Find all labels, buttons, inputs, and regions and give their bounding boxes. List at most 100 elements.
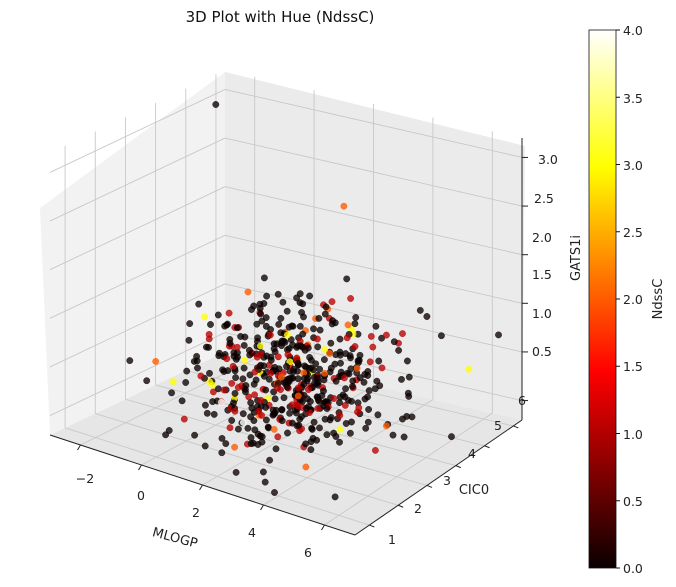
scatter-point <box>354 357 362 364</box>
scatter-point <box>304 344 312 352</box>
scatter-point <box>423 313 431 320</box>
scatter-point <box>217 398 225 406</box>
y-tick-mark <box>513 425 519 429</box>
scatter-point <box>203 409 211 417</box>
scatter-point <box>318 392 326 399</box>
colorbar-label: NdssC <box>651 279 666 320</box>
scatter-point <box>337 368 345 376</box>
scatter-point <box>398 375 405 383</box>
scatter-point <box>349 382 356 390</box>
scatter-point <box>323 405 331 412</box>
scatter-point <box>218 434 226 442</box>
scatter-point <box>239 410 247 418</box>
scatter-point <box>302 440 309 448</box>
scatter-point <box>270 425 278 433</box>
scatter-point <box>277 314 285 322</box>
scatter-point <box>212 101 220 108</box>
x-tick-labels: −2 0 2 4 6 <box>76 471 312 560</box>
scatter-point <box>258 433 266 440</box>
scatter-point <box>260 372 268 380</box>
scatter-point <box>201 442 209 450</box>
scatter-point <box>278 417 286 425</box>
y-axis-line <box>354 419 523 536</box>
scatter-point <box>336 438 343 446</box>
y-tick-mark <box>369 524 375 528</box>
scatter-point <box>201 401 209 409</box>
scatter-point <box>266 331 274 339</box>
scatter-point <box>250 302 258 310</box>
colorbar-tick-labels: 0.0 0.5 1.0 1.5 2.0 2.5 3.0 3.5 4.0 <box>623 23 643 576</box>
scatter-point <box>271 395 279 403</box>
scatter-point <box>288 322 296 330</box>
scatter-point <box>182 379 190 386</box>
scatter-point <box>316 424 323 432</box>
scatter-point <box>168 389 176 397</box>
colorbar: 0.0 0.5 1.0 1.5 2.0 2.5 3.0 3.5 4.0 Ndss… <box>588 23 666 576</box>
scatter-point <box>336 425 344 433</box>
scatter-point <box>201 313 209 321</box>
scatter-point <box>336 335 344 343</box>
scatter-point <box>314 404 322 412</box>
scatter-point <box>246 351 254 359</box>
scatter-point <box>251 426 259 434</box>
y-tick-label: 6 <box>518 393 526 408</box>
scatter-point <box>400 433 408 441</box>
scatter-point <box>343 275 351 283</box>
scatter-point <box>274 433 282 441</box>
y-tick-label: 2 <box>414 501 422 516</box>
scatter-point <box>321 415 329 423</box>
scatter-point <box>205 343 212 351</box>
scatter-point <box>193 357 201 365</box>
grid-line <box>95 413 399 506</box>
scatter-point <box>284 331 291 339</box>
scatter-point <box>242 382 250 389</box>
scatter-point <box>270 345 278 353</box>
scatter-point <box>294 392 302 400</box>
scatter-point <box>313 335 321 343</box>
scatter-point <box>320 356 328 363</box>
scatter-point <box>222 440 230 447</box>
scatter-point <box>348 418 355 426</box>
scatter-point <box>234 384 242 391</box>
scatter-point <box>230 352 238 360</box>
colorbar-tick-label: 1.5 <box>623 359 643 374</box>
scatter-point <box>256 351 264 359</box>
grid-line <box>49 137 226 222</box>
scatter-point <box>323 431 331 439</box>
scatter-point <box>239 419 247 426</box>
y-tick-mark <box>455 465 461 469</box>
scatter-point <box>286 409 293 417</box>
grid-line <box>185 370 485 447</box>
scatter-point <box>260 300 268 307</box>
scatter-point <box>364 418 372 426</box>
scatter-point <box>218 449 226 457</box>
colorbar-gradient <box>588 29 617 569</box>
scatter-point <box>152 357 160 365</box>
scatter-point <box>257 310 264 318</box>
scatter-point <box>279 298 287 306</box>
scatter-point <box>296 322 304 330</box>
scatter-point <box>390 338 398 346</box>
scatter-point <box>292 409 300 417</box>
scatter-point <box>230 399 237 407</box>
scatter-point <box>315 314 323 322</box>
scatter-point <box>223 355 231 363</box>
scatter-point <box>389 431 397 439</box>
colorbar-tick-label: 0.0 <box>623 561 643 576</box>
scatter-point <box>220 386 228 394</box>
scatter-point <box>284 351 292 358</box>
scatter-point <box>247 440 255 448</box>
scatter-point <box>259 468 267 476</box>
scatter-point <box>378 334 385 342</box>
scatter-point <box>197 372 205 380</box>
scatter-point <box>322 303 330 311</box>
x-tick-label: −2 <box>76 471 94 486</box>
x-tick-label: 0 <box>137 488 145 503</box>
grid-line <box>49 332 226 416</box>
scatter-point <box>214 311 222 319</box>
scatter-point <box>286 358 294 366</box>
scatter-point <box>254 441 262 448</box>
z-tick-label: 0.5 <box>532 344 552 359</box>
scatter-point <box>271 489 278 496</box>
grid-line <box>224 283 523 353</box>
